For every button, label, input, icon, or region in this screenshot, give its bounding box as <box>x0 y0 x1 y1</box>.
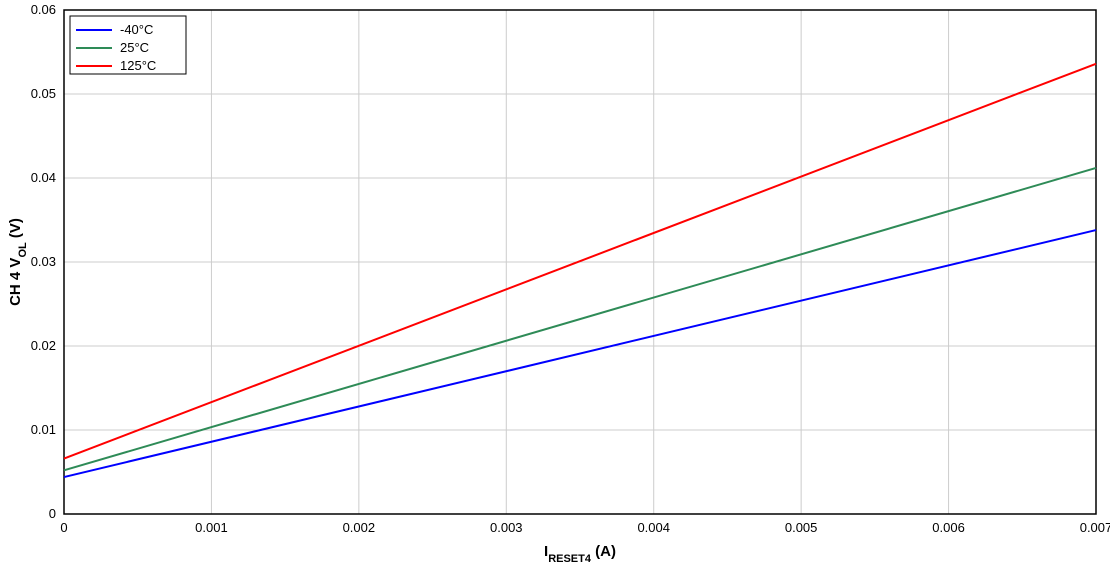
x-tick-label: 0.001 <box>195 520 228 535</box>
y-tick-label: 0.02 <box>31 338 56 353</box>
x-tick-label: 0.003 <box>490 520 523 535</box>
x-tick-label: 0.006 <box>932 520 965 535</box>
legend: -40°C 25°C 125°C <box>70 16 186 74</box>
y-tick-label: 0.06 <box>31 2 56 17</box>
y-tick-label: 0.03 <box>31 254 56 269</box>
chart-container: 0 0.001 0.002 0.003 0.004 0.005 0.006 0.007 0 0.0… <box>0 0 1110 565</box>
line-chart: 0 0.001 0.002 0.003 0.004 0.005 0.006 0.007 0 0.0… <box>0 0 1110 565</box>
legend-label-t_25: 25°C <box>120 40 149 55</box>
legend-label-t_neg40: -40°C <box>120 22 153 37</box>
y-tick-label: 0.04 <box>31 170 56 185</box>
x-tick-label: 0.005 <box>785 520 818 535</box>
x-tick-label: 0.007 <box>1080 520 1110 535</box>
x-tick-label: 0 <box>60 520 67 535</box>
x-tick-label: 0.002 <box>343 520 376 535</box>
y-tick-label: 0 <box>49 506 56 521</box>
y-tick-label: 0.05 <box>31 86 56 101</box>
chart-background <box>0 0 1110 565</box>
y-tick-label: 0.01 <box>31 422 56 437</box>
legend-label-t_125: 125°C <box>120 58 156 73</box>
x-tick-label: 0.004 <box>637 520 670 535</box>
